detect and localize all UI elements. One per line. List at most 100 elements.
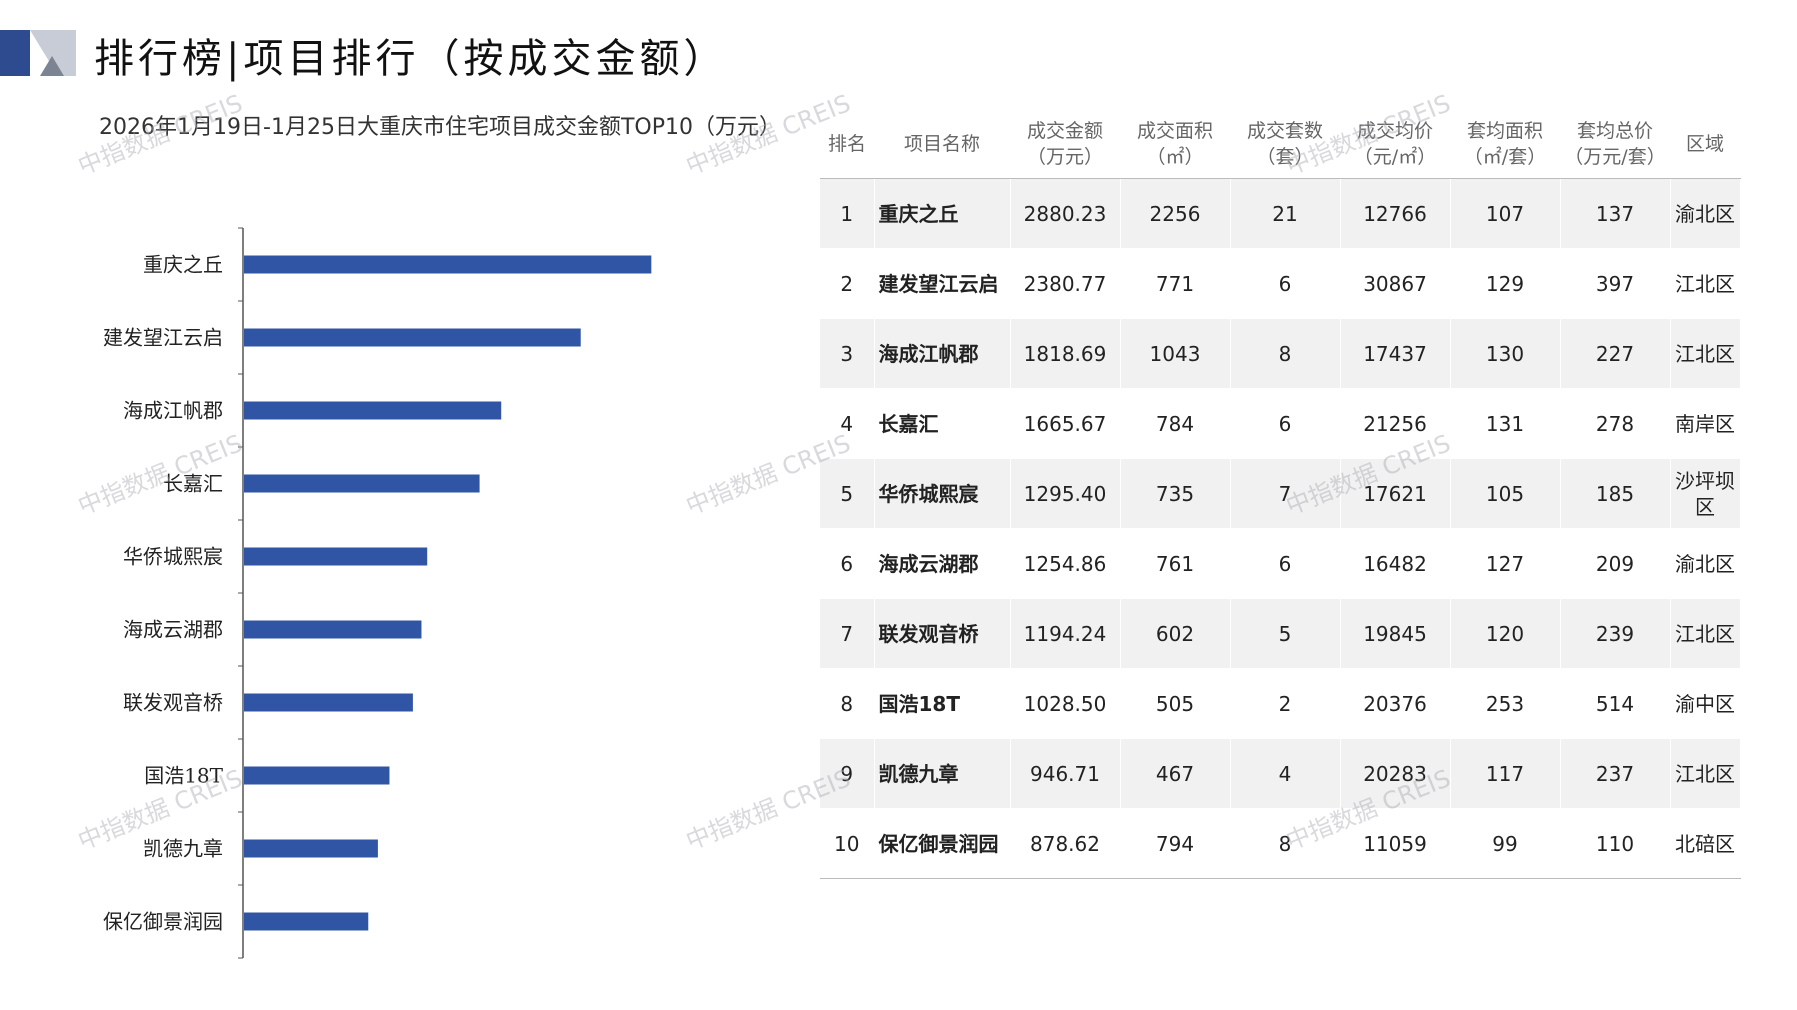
bar (244, 474, 480, 493)
bar (244, 255, 652, 274)
table-cell: 21 (1230, 178, 1341, 249)
table-cell: 江北区 (1670, 738, 1741, 809)
table-cell: 2880.23 (1010, 178, 1121, 249)
table-row: 10 保亿御景润园 878.62 794 8 11059 99 110 北碚区 (820, 808, 1741, 879)
table-cell: 南岸区 (1670, 388, 1741, 459)
table-cell: 1818.69 (1010, 318, 1121, 389)
table-cell: 137 (1560, 178, 1671, 249)
table-cell: 209 (1560, 528, 1671, 599)
table-row: 2 建发望江云启 2380.77 771 6 30867 129 397 江北区 (820, 248, 1741, 319)
table-row: 5 华侨城熙宸 1295.40 735 7 17621 105 185 沙坪坝区 (820, 458, 1741, 529)
table-cell: 江北区 (1670, 598, 1741, 669)
table-cell: 117 (1450, 738, 1561, 809)
table-cell: 8 (1230, 318, 1341, 389)
table-cell: 江北区 (1670, 248, 1741, 319)
bar (244, 839, 378, 858)
table-cell: 602 (1120, 598, 1231, 669)
table-cell: 4 (820, 388, 875, 459)
table-cell: 3 (820, 318, 875, 389)
table-cell: 1 (820, 178, 875, 249)
table-cell: 5 (1230, 598, 1341, 669)
table-body: 1 重庆之丘 2880.23 2256 21 12766 107 137 渝北区 2 建发望江云启 2… (820, 178, 1741, 879)
table-cell: 239 (1560, 598, 1671, 669)
project-name-cell: 海成云湖郡 (874, 528, 1011, 599)
brand-logo-icon (0, 30, 76, 76)
table-cell: 渝中区 (1670, 668, 1741, 739)
table-cell: 467 (1120, 738, 1231, 809)
table-cell: 1254.86 (1010, 528, 1121, 599)
category-label: 国浩18T (144, 764, 223, 788)
table-row: 7 联发观音桥 1194.24 602 5 19845 120 239 江北区 (820, 598, 1741, 669)
table-header-cell: 成交面积 （㎡） (1120, 110, 1230, 179)
table-cell: 渝北区 (1670, 178, 1741, 249)
table-cell: 20376 (1340, 668, 1451, 739)
table-cell: 17437 (1340, 318, 1451, 389)
table-cell: 5 (820, 458, 875, 529)
table-cell: 120 (1450, 598, 1561, 669)
category-label: 凯德九章 (143, 837, 223, 861)
table-header-cell: 排名 (820, 110, 874, 179)
table-header-row: 排名 项目名称 成交金额 （万元） 成交面积 （㎡） 成交套数 （套） 成交均价 （元/㎡） 套均面… (820, 110, 1740, 179)
table-row: 8 国浩18T 1028.50 505 2 20376 253 514 渝中区 (820, 668, 1741, 739)
table-cell: 514 (1560, 668, 1671, 739)
table-row: 9 凯德九章 946.71 467 4 20283 117 237 江北区 (820, 738, 1741, 809)
table-cell: 6 (1230, 248, 1341, 319)
table-cell: 北碚区 (1670, 808, 1741, 879)
table-cell: 105 (1450, 458, 1561, 529)
table-cell: 4 (1230, 738, 1341, 809)
table-cell: 2 (1230, 668, 1341, 739)
table-cell: 2 (820, 248, 875, 319)
table-cell: 20283 (1340, 738, 1451, 809)
table-cell: 99 (1450, 808, 1561, 879)
project-name-cell: 海成江帆郡 (874, 318, 1011, 389)
bar (244, 693, 413, 712)
table-cell: 1665.67 (1010, 388, 1121, 459)
bar (244, 912, 369, 931)
table-header-cell: 项目名称 (874, 110, 1010, 179)
table-cell: 127 (1450, 528, 1561, 599)
category-label: 长嘉汇 (163, 472, 223, 496)
chart-title: 2026年1月19日-1月25日大重庆市住宅项目成交金额TOP10（万元） (99, 115, 781, 140)
table-cell: 761 (1120, 528, 1231, 599)
table-cell: 12766 (1340, 178, 1451, 249)
table-cell: 10 (820, 808, 875, 879)
table-cell: 784 (1120, 388, 1231, 459)
project-name-cell: 联发观音桥 (874, 598, 1011, 669)
table-cell: 771 (1120, 248, 1231, 319)
table-cell: 21256 (1340, 388, 1451, 459)
table-header-cell: 成交套数 （套） (1230, 110, 1340, 179)
table-cell: 7 (1230, 458, 1341, 529)
table-row: 1 重庆之丘 2880.23 2256 21 12766 107 137 渝北区 (820, 178, 1741, 249)
category-label: 华侨城熙宸 (123, 545, 223, 569)
table-row: 3 海成江帆郡 1818.69 1043 8 17437 130 227 江北区 (820, 318, 1741, 389)
category-label: 海成云湖郡 (123, 618, 223, 642)
table-cell: 1028.50 (1010, 668, 1121, 739)
table-cell: 11059 (1340, 808, 1451, 879)
table-cell: 397 (1560, 248, 1671, 319)
category-label: 保亿御景润园 (103, 910, 223, 934)
table-cell: 110 (1560, 808, 1671, 879)
project-name-cell: 华侨城熙宸 (874, 458, 1011, 529)
table-cell: 6 (820, 528, 875, 599)
table-cell: 17621 (1340, 458, 1451, 529)
project-name-cell: 保亿御景润园 (874, 808, 1011, 879)
bar (244, 328, 581, 347)
table-cell: 渝北区 (1670, 528, 1741, 599)
table-cell: 8 (820, 668, 875, 739)
ranking-table-wrapper: 排名 项目名称 成交金额 （万元） 成交面积 （㎡） 成交套数 （套） 成交均价 （元/㎡） 套均面… (820, 110, 1741, 879)
table-cell: 6 (1230, 528, 1341, 599)
table-cell: 7 (820, 598, 875, 669)
table-cell: 505 (1120, 668, 1231, 739)
table-cell: 107 (1450, 178, 1561, 249)
category-label: 海成江帆郡 (123, 399, 223, 423)
table-cell: 8 (1230, 808, 1341, 879)
table-cell: 130 (1450, 318, 1561, 389)
table-cell: 19845 (1340, 598, 1451, 669)
table-cell: 794 (1120, 808, 1231, 879)
bar (244, 401, 502, 420)
category-label: 建发望江云启 (103, 326, 223, 350)
page-title: 排行榜|项目排行（按成交金额） (94, 36, 728, 82)
table-cell: 16482 (1340, 528, 1451, 599)
project-name-cell: 国浩18T (874, 668, 1011, 739)
